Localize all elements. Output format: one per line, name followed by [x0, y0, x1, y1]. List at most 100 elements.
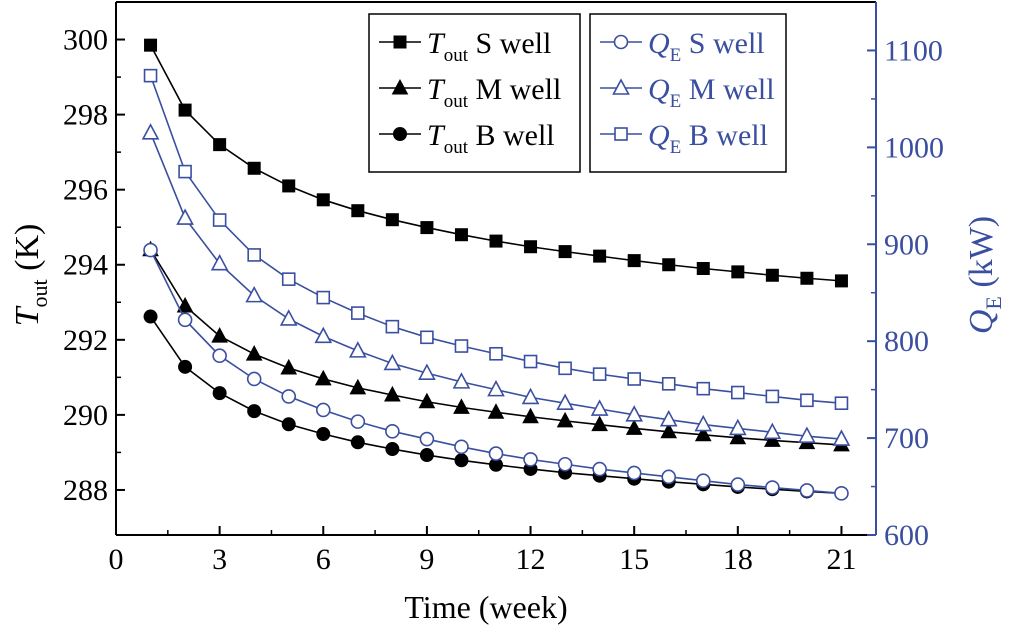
- data-point-t-s: [247, 161, 261, 175]
- legend-marker: [614, 127, 628, 141]
- data-point-q-m: [832, 429, 851, 446]
- data-point-t-m: [176, 296, 194, 313]
- data-point-q-b: [143, 68, 158, 83]
- y-left-tick-label: 298: [63, 99, 108, 132]
- data-point-t-m: [625, 419, 643, 435]
- data-point-t-b: [281, 417, 296, 432]
- axis-label-layer: Time (week) Tout (K) QE (kW): [9, 216, 1006, 625]
- y-left-tick-label: 300: [63, 24, 108, 57]
- data-point-t-s: [627, 254, 641, 268]
- data-point-q-b: [627, 372, 641, 386]
- data-point-t-m: [418, 392, 436, 409]
- y-right-axis-title: QE (kW): [963, 216, 1006, 334]
- x-tick-label: 3: [212, 543, 227, 576]
- y-right-tick-label: 1000: [884, 131, 944, 164]
- data-point-t-s: [765, 268, 779, 282]
- data-point-q-s: [419, 431, 435, 447]
- data-point-t-s: [834, 274, 848, 288]
- data-point-q-s: [730, 477, 746, 492]
- data-point-t-s: [662, 258, 676, 272]
- data-point-t-m: [694, 425, 712, 442]
- legend-label: Tout B well: [427, 119, 555, 158]
- data-point-t-b: [419, 448, 434, 463]
- x-tick-label: 6: [316, 543, 331, 576]
- data-point-q-s: [626, 465, 642, 481]
- data-point-q-s: [385, 424, 400, 439]
- data-point-t-b: [247, 404, 262, 419]
- data-point-q-m: [694, 414, 713, 432]
- y-left-tick-label: 296: [63, 174, 108, 207]
- data-point-t-m: [453, 398, 470, 414]
- series-q-s: [143, 242, 849, 501]
- data-point-q-s: [350, 414, 366, 429]
- legend-item-t-b: Tout B well: [379, 119, 555, 158]
- data-point-q-b: [765, 389, 780, 404]
- axes-layer: 0 3 6 9 12 15 18 21 288 290 292 294 296 298 300 600 700 8…: [63, 1, 944, 576]
- data-point-q-m: [348, 341, 367, 358]
- data-point-q-b: [592, 367, 607, 381]
- data-point-q-s: [592, 461, 607, 477]
- data-point-q-m: [383, 353, 402, 371]
- data-point-q-s: [834, 486, 849, 501]
- y-left-tick-label: 294: [63, 249, 108, 282]
- data-point-q-s: [557, 456, 573, 472]
- legend-left: Tout S well Tout M well Tout B well: [368, 13, 581, 173]
- data-point-q-b: [834, 396, 849, 411]
- y-right-tick-label: 800: [884, 325, 929, 358]
- data-point-q-m: [659, 409, 678, 427]
- data-point-t-b: [385, 442, 400, 457]
- legend-item-q-b: QE B well: [600, 119, 768, 158]
- legend-label: Tout S well: [427, 27, 551, 66]
- x-tick-label: 9: [419, 543, 434, 576]
- data-point-t-m: [280, 358, 298, 375]
- data-point-q-s: [523, 452, 538, 467]
- data-point-t-m: [764, 431, 781, 447]
- data-point-q-m: [176, 208, 194, 225]
- data-point-q-s: [454, 439, 469, 455]
- data-point-t-m: [349, 378, 367, 395]
- data-point-t-s: [731, 265, 745, 279]
- data-point-q-s: [799, 483, 815, 498]
- legend-item-q-m: QE M well: [600, 73, 775, 112]
- data-point-t-s: [489, 234, 503, 248]
- data-point-t-m: [556, 411, 574, 428]
- data-point-q-s: [315, 402, 331, 418]
- data-point-t-s: [800, 271, 814, 285]
- y-left-tick-label: 292: [63, 324, 108, 357]
- legend-marker: [612, 78, 630, 95]
- data-point-q-m: [279, 309, 298, 326]
- data-point-q-b: [800, 393, 814, 408]
- data-point-t-s: [696, 262, 710, 275]
- data-point-t-m: [245, 345, 263, 361]
- data-point-q-b: [523, 354, 538, 369]
- legend-label: QE B well: [648, 119, 768, 158]
- data-point-t-s: [351, 204, 365, 218]
- data-point-t-s: [282, 179, 296, 193]
- data-point-q-s: [212, 348, 227, 364]
- data-point-q-s: [281, 389, 297, 404]
- data-point-t-s: [558, 245, 572, 259]
- data-point-q-b: [316, 290, 331, 305]
- legend-label: Tout M well: [427, 73, 561, 112]
- data-point-t-s: [524, 240, 538, 254]
- series-layer: [141, 38, 851, 501]
- data-point-q-s: [765, 480, 780, 495]
- x-tick-label: 0: [109, 543, 124, 576]
- data-point-q-m: [245, 285, 264, 303]
- data-point-q-b: [420, 330, 434, 345]
- data-point-q-b: [178, 164, 192, 179]
- data-point-q-b: [281, 272, 296, 286]
- data-point-t-s: [316, 193, 330, 207]
- y-left-axis-title: Tout (K): [9, 224, 52, 327]
- data-point-t-s: [385, 213, 399, 227]
- data-point-t-s: [144, 38, 158, 52]
- data-point-q-b: [385, 319, 400, 334]
- data-point-t-s: [454, 228, 468, 242]
- y-left-tick-label: 288: [63, 474, 108, 507]
- data-point-q-b: [661, 377, 676, 391]
- data-point-q-b: [696, 381, 711, 396]
- data-point-t-m: [729, 428, 747, 445]
- legend-marker: [393, 127, 407, 141]
- legend-item-t-m: Tout M well: [379, 73, 561, 112]
- series-t-s: [144, 38, 848, 288]
